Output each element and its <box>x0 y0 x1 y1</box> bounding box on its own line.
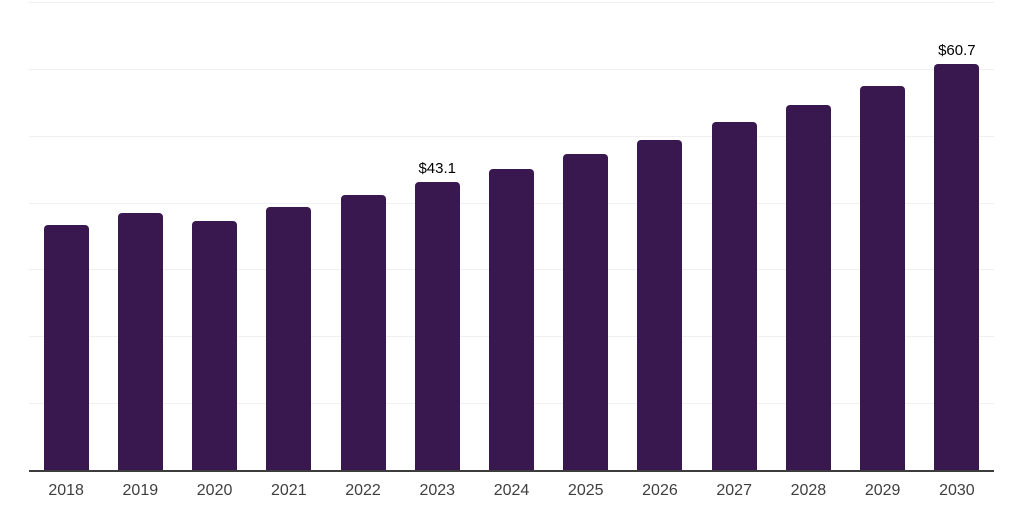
x-axis-label: 2019 <box>122 482 159 499</box>
x-axis-label: 2020 <box>196 482 233 499</box>
x-axis-label: 2024 <box>493 482 530 499</box>
bar <box>785 104 831 470</box>
gridline <box>29 2 994 3</box>
x-axis: 2018 2019 2020 2021 2022 2023 2024 2025 2026 2027… <box>29 478 994 504</box>
gridline <box>29 135 994 137</box>
bar <box>489 169 534 470</box>
bar <box>117 212 163 470</box>
bar-value-label: $60.7 <box>938 42 976 60</box>
x-axis-label: 2018 <box>48 482 84 499</box>
x-axis-label: 2030 <box>939 482 975 499</box>
bar <box>637 139 683 470</box>
bar <box>266 207 312 470</box>
x-axis-label: 2029 <box>864 482 901 499</box>
bar <box>192 221 238 470</box>
x-axis-label: 2026 <box>642 482 678 499</box>
x-axis-label: 2023 <box>419 482 456 499</box>
gridline <box>29 68 994 70</box>
bar-value-label: $43.1 <box>418 159 457 177</box>
x-axis-label: 2025 <box>567 482 604 499</box>
bar <box>563 154 609 470</box>
x-axis-label: 2021 <box>271 482 307 499</box>
plot-area: $43.1 $60.7 <box>29 2 994 472</box>
x-axis-label: 2027 <box>716 482 752 499</box>
bar <box>934 64 980 470</box>
bar <box>340 195 386 470</box>
bar <box>43 225 89 470</box>
bar <box>414 181 460 470</box>
bar <box>711 122 757 470</box>
x-axis-label: 2022 <box>345 482 381 499</box>
x-axis-label: 2028 <box>790 482 827 499</box>
bar <box>860 85 906 470</box>
